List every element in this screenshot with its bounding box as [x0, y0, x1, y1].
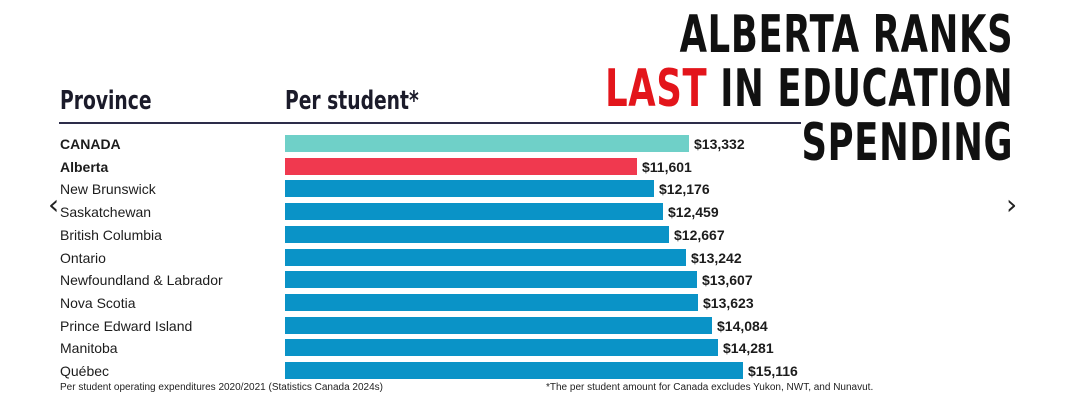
value-label-alberta: $11,601 [642, 158, 692, 175]
value-label-ontario: $13,242 [691, 249, 742, 266]
bar-canada [285, 135, 689, 152]
bar-prince-edward-island [285, 316, 712, 334]
value-label-nova-scotia: $13,623 [703, 294, 754, 311]
headline-line-1: ALBERTA RANKS [679, 5, 1013, 65]
value-label-new-brunswick: $12,176 [659, 181, 710, 198]
category-label-newfoundland-labrador: Newfoundland & Labrador [60, 272, 223, 289]
category-label-prince-edward-island: Prince Edward Island [60, 317, 193, 334]
category-label-new-brunswick: New Brunswick [60, 181, 156, 198]
category-label-nova-scotia: Nova Scotia [60, 294, 136, 311]
bar-saskatchewan [285, 203, 663, 221]
source-footnote: Per student operating expenditures 2020/… [60, 382, 383, 393]
bar-ontario [285, 248, 686, 266]
category-label-british-columbia: British Columbia [60, 226, 162, 243]
bar-newfoundland-labrador [285, 271, 697, 289]
headline-line-2: LAST IN EDUCATION [605, 62, 1013, 116]
value-label-prince-edward-island: $14,084 [717, 317, 768, 334]
bar-british-columbia [285, 225, 669, 243]
per-student-header: Per student* [285, 86, 419, 116]
category-label-alberta: Alberta [60, 158, 109, 175]
headline-in-education: IN EDUCATION [707, 59, 1013, 119]
value-label-qu-bec: $15,116 [748, 363, 798, 379]
province-header: Province [60, 86, 152, 116]
bar-manitoba [285, 339, 718, 357]
category-label-canada: CANADA [60, 136, 121, 152]
value-label-newfoundland-labrador: $13,607 [702, 272, 753, 289]
bar-qu-bec [285, 362, 743, 379]
value-label-british-columbia: $12,667 [674, 226, 725, 243]
category-label-ontario: Ontario [60, 249, 106, 266]
headline-line-3: SPENDING [801, 113, 1013, 173]
headline: ALBERTA RANKS LAST IN EDUCATION SPENDING [605, 8, 1013, 170]
canada-footnote: *The per student amount for Canada exclu… [546, 382, 874, 393]
value-label-canada: $13,332 [694, 136, 745, 152]
category-label-qu-bec: Québec [60, 363, 110, 379]
value-label-manitoba: $14,281 [723, 340, 774, 357]
header-rule [59, 122, 801, 124]
next-arrow-icon[interactable]: › [1006, 188, 1018, 221]
bar-nova-scotia [285, 293, 698, 311]
value-label-saskatchewan: $12,459 [668, 204, 719, 221]
bar-new-brunswick [285, 180, 654, 198]
category-label-saskatchewan: Saskatchewan [60, 204, 152, 221]
bar-alberta [285, 157, 637, 175]
headline-last: LAST [604, 59, 708, 119]
category-label-manitoba: Manitoba [60, 340, 118, 357]
previous-arrow-icon[interactable]: ‹ [48, 188, 60, 221]
